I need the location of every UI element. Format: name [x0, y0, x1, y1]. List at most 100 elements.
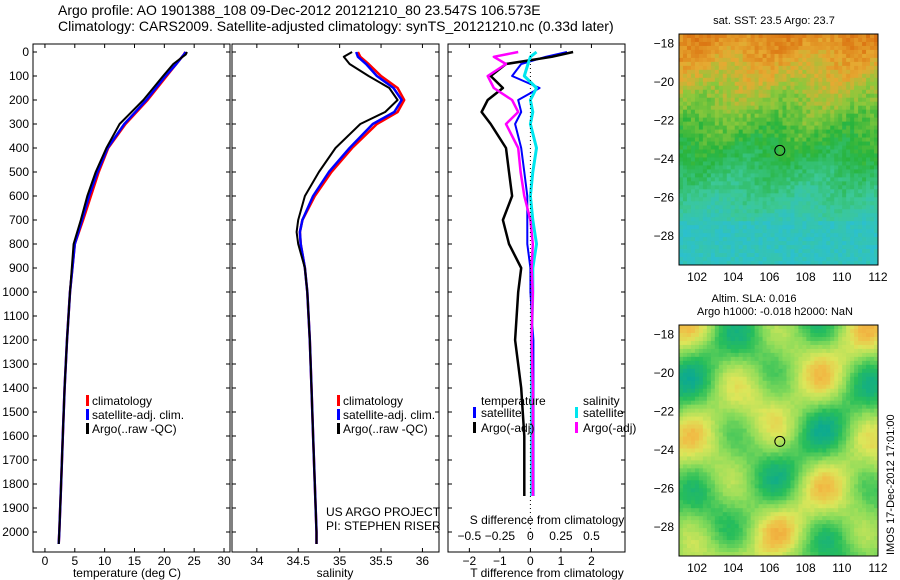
- heatmap-cell: [694, 105, 700, 111]
- heatmap-cell: [866, 197, 871, 202]
- heatmap-cell: [722, 101, 728, 107]
- heatmap-cell: [770, 424, 775, 429]
- heatmap-cell: [726, 408, 732, 414]
- heatmap-cell: [710, 89, 716, 95]
- heatmap-cell: [698, 352, 704, 358]
- heatmap-cell: [694, 356, 700, 362]
- heatmap-cell: [686, 408, 692, 414]
- heatmap-cell: [722, 412, 728, 417]
- heatmap-cell: [762, 456, 767, 461]
- heatmap-cell: [754, 141, 759, 146]
- heatmap-cell: [802, 257, 807, 262]
- heatmap-cell: [710, 153, 716, 158]
- heatmap-cell: [746, 396, 752, 402]
- heatmap-cell: [794, 420, 799, 425]
- heatmap-cell: [838, 69, 843, 75]
- s-tick-label: −0.5: [458, 529, 482, 543]
- heatmap-cell: [742, 65, 748, 71]
- heatmap-cell: [810, 37, 815, 43]
- heatmap-cell: [698, 424, 704, 429]
- heatmap-cell: [854, 141, 859, 146]
- heatmap-cell: [834, 241, 839, 246]
- heatmap-cell: [758, 205, 763, 210]
- heatmap-cell: [690, 225, 696, 230]
- heatmap-cell: [834, 45, 839, 51]
- heatmap-cell: [782, 432, 787, 437]
- heatmap-cell: [682, 97, 688, 103]
- heatmap-cell: [714, 101, 720, 107]
- heatmap-cell: [838, 45, 843, 51]
- heatmap-cell: [826, 412, 831, 417]
- heatmap-cell: [758, 332, 763, 338]
- heatmap-cell: [774, 360, 779, 366]
- heatmap-cell: [854, 57, 859, 63]
- heatmap-cell: [690, 229, 696, 234]
- heatmap-cell: [738, 356, 744, 362]
- heatmap-cell: [774, 344, 779, 350]
- heatmap-cell: [679, 89, 684, 95]
- heatmap-cell: [694, 388, 700, 394]
- heatmap-cell: [742, 41, 748, 47]
- heatmap-cell: [874, 364, 878, 370]
- heatmap-cell: [682, 412, 688, 417]
- heatmap-cell: [862, 348, 867, 354]
- heatmap-cell: [694, 332, 700, 338]
- heatmap-cell: [810, 464, 815, 469]
- heatmap-cell: [762, 340, 767, 346]
- heatmap-cell: [694, 452, 700, 457]
- heatmap-cell: [746, 65, 752, 71]
- heatmap-cell: [770, 336, 775, 342]
- heatmap-cell: [722, 97, 728, 103]
- heatmap-cell: [710, 185, 716, 190]
- heatmap-cell: [690, 444, 696, 449]
- heatmap-cell: [690, 93, 696, 99]
- heatmap-cell: [694, 193, 700, 198]
- heatmap-cell: [730, 416, 736, 421]
- heatmap-cell: [854, 41, 859, 47]
- heatmap-cell: [790, 73, 795, 79]
- heatmap-cell: [718, 404, 724, 410]
- heatmap-cell: [818, 105, 823, 111]
- heatmap-cell: [802, 141, 807, 146]
- heatmap-cell: [730, 225, 736, 230]
- heatmap-cell: [862, 257, 867, 262]
- heatmap-cell: [694, 253, 700, 258]
- heatmap-cell: [722, 416, 728, 421]
- heatmap-cell: [810, 209, 815, 214]
- heatmap-cell: [874, 336, 878, 342]
- heatmap-cell: [778, 225, 783, 230]
- heatmap-cell: [790, 85, 795, 91]
- heatmap-cell: [778, 69, 783, 75]
- heatmap-cell: [762, 336, 767, 342]
- heatmap-cell: [774, 261, 779, 265]
- heatmap-cell: [798, 444, 803, 449]
- heatmap-cell: [778, 388, 783, 394]
- map-x-tick-label: 102: [687, 561, 707, 575]
- heatmap-cell: [746, 121, 752, 126]
- heatmap-cell: [738, 181, 744, 186]
- heatmap-cell: [814, 384, 819, 390]
- heatmap-cell: [679, 129, 684, 134]
- heatmap-cell: [682, 157, 688, 162]
- heatmap-cell: [734, 344, 740, 350]
- heatmap-cell: [838, 173, 843, 178]
- heatmap-cell: [798, 448, 803, 453]
- heatmap-cell: [710, 133, 716, 138]
- heatmap-cell: [870, 153, 875, 158]
- heatmap-cell: [698, 93, 704, 99]
- heatmap-cell: [758, 109, 763, 115]
- heatmap-cell: [870, 53, 875, 59]
- heatmap-cell: [814, 201, 819, 206]
- heatmap-cell: [758, 165, 763, 170]
- heatmap-cell: [782, 360, 787, 366]
- heatmap-cell: [742, 356, 748, 362]
- heatmap-cell: [718, 53, 724, 59]
- heatmap-cell: [726, 396, 732, 402]
- heatmap-cell: [778, 380, 783, 386]
- heatmap-cell: [818, 432, 823, 437]
- heatmap-cell: [750, 53, 756, 59]
- heatmap-cell: [706, 221, 712, 226]
- heatmap-cell: [830, 392, 835, 398]
- heatmap-cell: [874, 325, 878, 330]
- heatmap-cell: [854, 177, 859, 182]
